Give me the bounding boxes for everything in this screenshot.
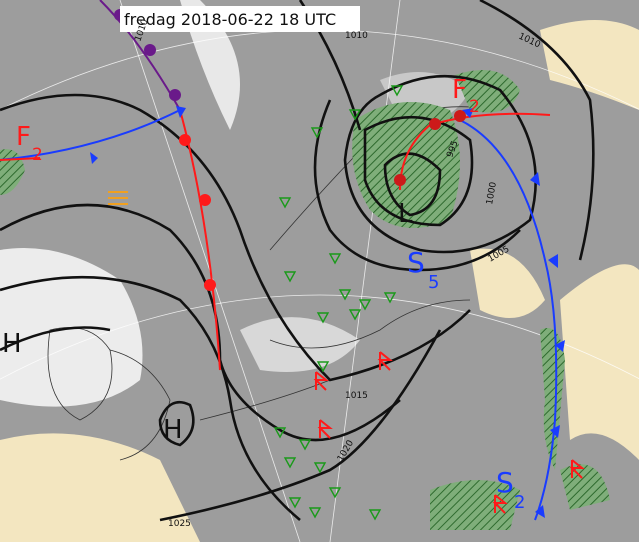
map-shape <box>470 248 545 318</box>
isobar-label: 1000 <box>485 181 499 206</box>
front-label: S <box>407 246 425 279</box>
map-shape <box>569 459 585 479</box>
isobar-label: 1015 <box>345 391 368 401</box>
map-shape <box>479 0 595 261</box>
map-shape <box>204 279 216 291</box>
pressure-center: L <box>398 199 413 229</box>
map-shape <box>377 351 393 371</box>
map-shape <box>429 112 551 126</box>
map-shape <box>459 119 558 521</box>
map-shape <box>108 191 128 205</box>
map-shape <box>462 108 474 118</box>
front-label-sub: 2 <box>469 97 480 117</box>
weather-symbols <box>108 85 585 521</box>
front-label: S <box>496 466 514 499</box>
map-shape <box>540 20 639 110</box>
map-shape <box>176 106 186 118</box>
map-shape <box>159 329 442 522</box>
map-shape <box>540 328 565 470</box>
map-shape <box>179 134 191 146</box>
map-shape <box>158 400 195 447</box>
map-shape <box>548 254 558 268</box>
isobar-label: 1010 <box>345 31 368 41</box>
isobar-label: 1025 <box>168 519 191 529</box>
map-shape <box>0 433 200 542</box>
map-shape <box>180 0 240 130</box>
front-label-sub: 2 <box>514 492 525 513</box>
map-shape <box>0 109 181 161</box>
map-shape <box>47 327 113 421</box>
map-shape <box>430 480 520 530</box>
map-shape <box>0 275 301 521</box>
map-shape <box>313 99 521 272</box>
front-label: F <box>16 122 31 152</box>
map-shape <box>90 152 98 164</box>
map-shape <box>0 157 41 161</box>
fronts <box>0 0 565 521</box>
front-label-sub: 5 <box>428 272 439 293</box>
map-shape <box>109 349 171 461</box>
pressure-center: H <box>163 415 183 445</box>
map-title: fredag 2018-06-22 18 UTC <box>124 10 336 29</box>
map-shape <box>394 174 406 186</box>
map-shape <box>383 152 442 217</box>
map-shape <box>535 505 545 518</box>
map-shape <box>454 110 466 122</box>
map-shape <box>273 85 404 521</box>
map-shape <box>169 89 181 101</box>
front-label-sub: 2 <box>32 145 43 165</box>
title-box <box>120 6 360 32</box>
map-shape <box>363 115 474 227</box>
map-shape <box>429 118 441 130</box>
pressure-center: H <box>2 329 22 359</box>
precipitation-areas <box>0 70 610 530</box>
map-shape <box>313 371 329 391</box>
map-shape <box>199 379 331 421</box>
map-shape <box>199 194 211 206</box>
map-shape <box>144 44 156 56</box>
map-shape <box>352 102 460 228</box>
map-shape <box>530 172 540 186</box>
map-shape <box>317 419 333 439</box>
map-shape <box>555 340 565 352</box>
map-shape <box>343 74 537 254</box>
map-shape <box>560 264 639 460</box>
front-label: F <box>452 75 467 105</box>
front-label-group: F 2 F 2 S 5 S 2 <box>16 75 525 513</box>
front-symbols <box>90 9 565 518</box>
pressure-center-group: H H L <box>2 199 413 445</box>
map-shape <box>550 425 560 438</box>
map-shape <box>492 494 508 514</box>
map-shape <box>0 326 111 352</box>
